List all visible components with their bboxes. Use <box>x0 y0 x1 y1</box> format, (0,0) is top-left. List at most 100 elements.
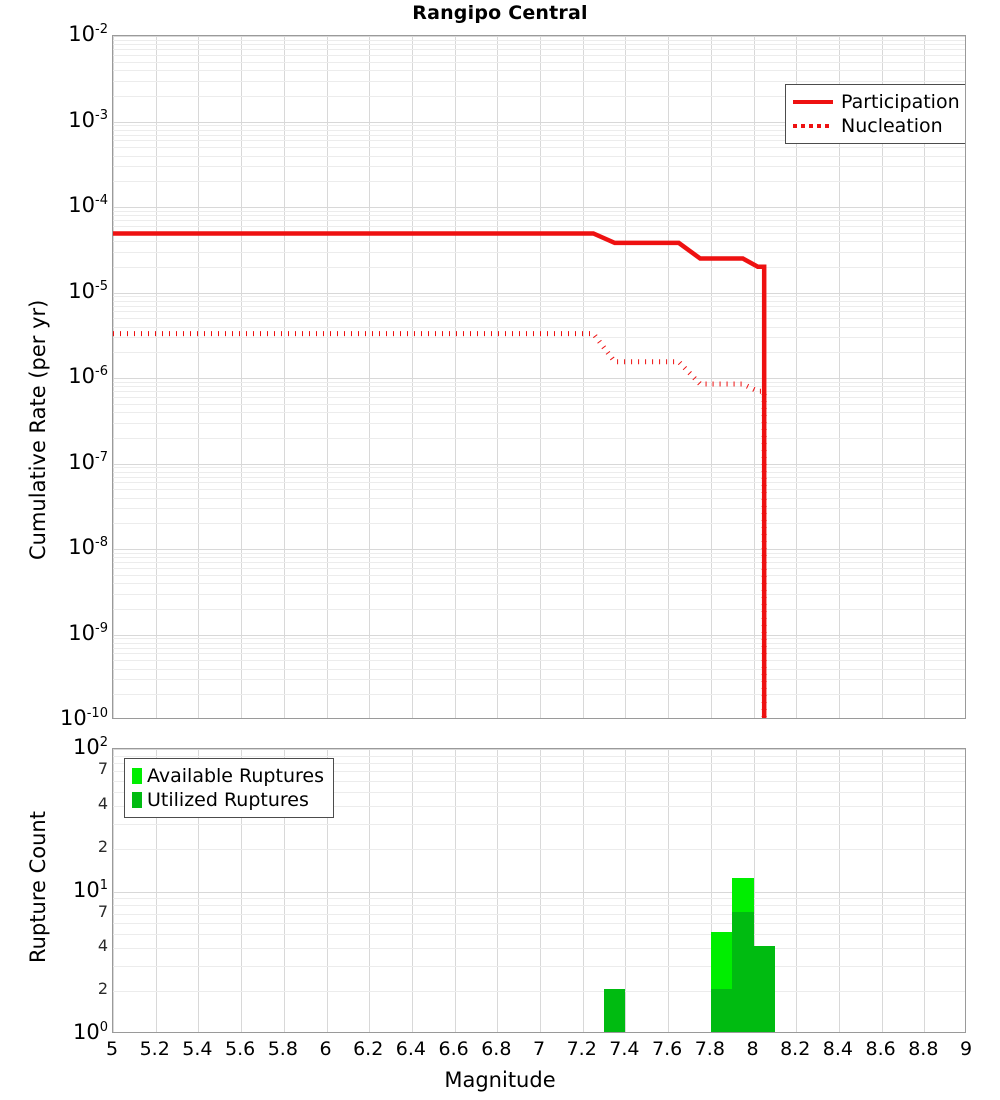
top-y-axis-label: Cumulative Rate (per yr) <box>26 299 50 560</box>
gridline-horizontal <box>113 991 965 992</box>
gridline-vertical <box>198 749 199 1032</box>
gridline-vertical <box>241 749 242 1032</box>
participation-line-swatch <box>793 100 833 104</box>
gridline-horizontal <box>113 498 965 499</box>
gridline-vertical <box>754 36 755 718</box>
gridline-horizontal <box>113 36 965 37</box>
gridline-horizontal <box>113 771 965 772</box>
gridline-vertical <box>412 36 413 718</box>
gridline-horizontal <box>113 311 965 312</box>
gridline-horizontal <box>113 130 965 131</box>
gridline-vertical <box>455 36 456 718</box>
gridline-horizontal <box>113 489 965 490</box>
gridline-vertical <box>583 36 584 718</box>
gridline-vertical <box>839 749 840 1032</box>
gridline-horizontal <box>113 125 965 126</box>
gridline-vertical <box>625 749 626 1032</box>
gridline-horizontal <box>113 352 965 353</box>
y-tick-label: 10-3 <box>68 107 108 132</box>
gridline-horizontal <box>113 905 965 906</box>
gridline-horizontal <box>113 749 965 750</box>
gridline-horizontal <box>113 327 965 328</box>
gridline-horizontal <box>113 404 965 405</box>
gridline-horizontal <box>113 892 965 893</box>
cumulative-rate-plot: Participation Nucleation <box>112 35 966 719</box>
gridline-horizontal <box>113 472 965 473</box>
gridline-horizontal <box>113 948 965 949</box>
available-ruptures-swatch <box>132 768 142 784</box>
gridline-horizontal <box>113 477 965 478</box>
gridline-vertical <box>412 749 413 1032</box>
legend-item-utilized-ruptures[interactable]: Utilized Ruptures <box>132 788 324 812</box>
y-tick-label: 10-9 <box>68 620 108 645</box>
gridline-horizontal <box>113 96 965 97</box>
gridline-vertical <box>497 749 498 1032</box>
gridline-horizontal <box>113 635 965 636</box>
gridline-horizontal <box>113 648 965 649</box>
gridline-horizontal <box>113 849 965 850</box>
x-tick-label: 5 <box>105 1038 119 1060</box>
x-tick-label: 9 <box>959 1038 973 1060</box>
gridline-horizontal <box>113 147 965 148</box>
page-title: Rangipo Central <box>412 2 588 24</box>
gridline-vertical <box>455 749 456 1032</box>
gridline-vertical <box>369 749 370 1032</box>
x-tick-label: 6.2 <box>353 1038 384 1060</box>
bottom-legend: Available Ruptures Utilized Ruptures <box>124 758 334 818</box>
gridline-horizontal <box>113 423 965 424</box>
gridline-horizontal <box>113 386 965 387</box>
gridline-horizontal <box>113 806 965 807</box>
bottom-y-axis-label: Rupture Count <box>26 811 50 963</box>
gridline-vertical <box>583 749 584 1032</box>
gridline-horizontal <box>113 397 965 398</box>
legend-item-nucleation[interactable]: Nucleation <box>793 114 960 138</box>
gridline-horizontal <box>113 135 965 136</box>
gridline-horizontal <box>113 156 965 157</box>
gridline-horizontal <box>113 293 965 294</box>
gridline-horizontal <box>113 660 965 661</box>
y-tick-label-minor: 2 <box>97 979 108 999</box>
gridline-vertical <box>113 749 114 1032</box>
x-tick-label: 8.2 <box>780 1038 811 1060</box>
gridline-vertical <box>711 36 712 718</box>
gridline-vertical <box>156 749 157 1032</box>
participation-curve <box>113 231 767 718</box>
gridline-horizontal <box>113 220 965 221</box>
gridline-horizontal <box>113 391 965 392</box>
gridline-vertical <box>924 36 925 718</box>
nucleation-curve <box>113 331 767 718</box>
x-tick-label: 5.6 <box>224 1038 256 1060</box>
gridline-horizontal <box>113 207 965 208</box>
gridline-vertical <box>796 36 797 718</box>
legend-item-available-ruptures[interactable]: Available Ruptures <box>132 764 324 788</box>
gridline-horizontal <box>113 482 965 483</box>
top-series-layer <box>113 231 767 718</box>
gridline-horizontal <box>113 792 965 793</box>
y-tick-label-minor: 7 <box>97 901 108 921</box>
gridline-horizontal <box>113 267 965 268</box>
gridline-horizontal <box>113 296 965 297</box>
gridline-horizontal <box>113 464 965 465</box>
legend-label-available-ruptures: Available Ruptures <box>147 764 324 787</box>
gridline-horizontal <box>113 55 965 56</box>
y-tick-label-minor: 4 <box>97 936 108 956</box>
x-tick-label: 5.8 <box>267 1038 298 1060</box>
gridline-vertical <box>839 36 840 718</box>
gridline-horizontal <box>113 49 965 50</box>
gridline-horizontal <box>113 934 965 935</box>
gridline-vertical <box>241 36 242 718</box>
top-legend: Participation Nucleation <box>785 84 965 144</box>
gridline-vertical <box>924 749 925 1032</box>
legend-item-participation[interactable]: Participation <box>793 90 960 114</box>
gridline-horizontal <box>113 583 965 584</box>
gridline-vertical <box>327 749 328 1032</box>
gridline-horizontal <box>113 306 965 307</box>
gridline-horizontal <box>113 62 965 63</box>
gridline-horizontal <box>113 638 965 639</box>
y-tick-label: 10-10 <box>60 706 108 730</box>
gridline-horizontal <box>113 412 965 413</box>
x-tick-label: 6.4 <box>395 1038 426 1060</box>
bottom-y-axis-ticks: 102 101 100 7 4 2 7 4 2 <box>0 735 108 1055</box>
utilized-ruptures-swatch <box>132 792 142 808</box>
y-tick-label: 10-8 <box>68 535 108 559</box>
